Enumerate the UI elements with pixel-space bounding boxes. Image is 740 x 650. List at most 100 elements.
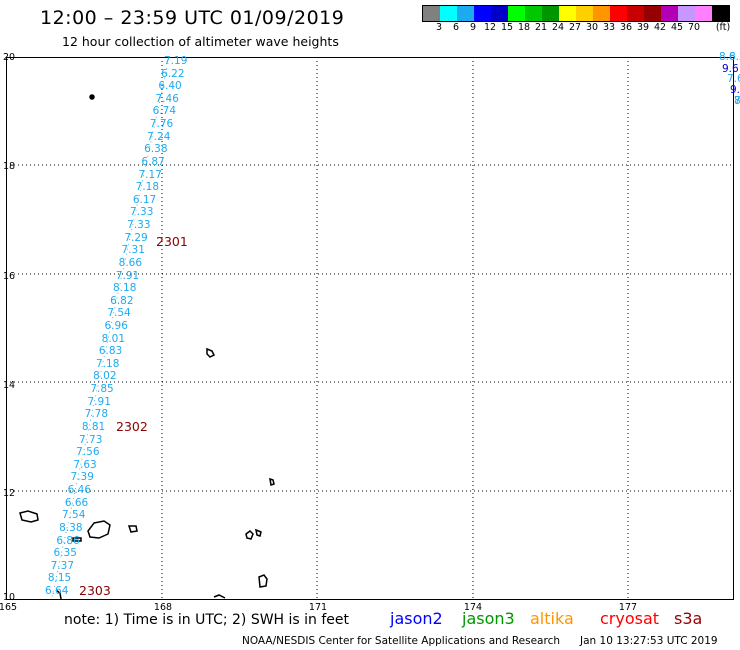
island-kwajalein xyxy=(213,594,226,599)
longitude-label: 165 xyxy=(0,602,18,613)
swh-value: 7.54 xyxy=(107,307,131,320)
pass-label-2302: 2302 xyxy=(116,419,148,434)
swh-value: 7.54 xyxy=(62,509,86,522)
swh-value-edge: 9.6 xyxy=(722,63,739,75)
mission-jason3: jason3 xyxy=(462,609,515,628)
swh-value: 6.96 xyxy=(104,320,128,332)
legend-label: 24 xyxy=(551,22,565,33)
island-bokak xyxy=(89,94,95,100)
legend-label: 70 xyxy=(687,22,701,33)
island-utirik xyxy=(269,477,275,486)
island-ailinginae xyxy=(72,537,82,542)
legend-swatch xyxy=(661,6,678,21)
latitude-label: 20 xyxy=(3,52,16,63)
legend-label: 45 xyxy=(670,22,684,33)
longitude-label: 168 xyxy=(153,602,173,613)
legend-swatch xyxy=(542,6,559,21)
mission-s3a: s3a xyxy=(674,609,703,628)
wave-height-map xyxy=(6,57,734,600)
legend-swatch xyxy=(491,6,508,21)
swh-value-edge: 8.2 xyxy=(729,51,740,63)
legend-label: 18 xyxy=(517,22,531,33)
swh-value: 6.64 xyxy=(45,585,69,597)
island-ailuk xyxy=(245,530,254,540)
swh-value-edge: 7.6 xyxy=(727,73,740,85)
swh-value: 6.17 xyxy=(132,193,157,206)
swh-value: 6.82 xyxy=(110,294,134,307)
pass-label-2301: 2301 xyxy=(156,234,188,249)
longitude-label: 174 xyxy=(463,602,483,613)
swh-value: 6.22 xyxy=(161,67,185,80)
pass-label-2303: 2303 xyxy=(79,583,111,598)
swh-value-edge: 8.6 xyxy=(719,51,736,63)
swh-value: 6.40 xyxy=(158,80,182,93)
legend-swatch xyxy=(593,6,610,21)
legend-swatch xyxy=(695,6,712,21)
swh-value: 7.18 xyxy=(96,357,120,370)
satellite-ground-track xyxy=(51,62,169,598)
map-frame xyxy=(6,57,734,600)
legend-swatch xyxy=(576,6,593,21)
legend-swatch xyxy=(559,6,576,21)
legend-label: 33 xyxy=(602,22,616,33)
legend-label: 12 xyxy=(483,22,497,33)
swh-value: 8.01 xyxy=(101,332,126,345)
island-maloelap xyxy=(258,574,268,588)
page-title: 12:00 – 23:59 UTC 01/09/2019 xyxy=(40,7,345,29)
swh-value: 7.18 xyxy=(135,181,160,194)
longitude-label: 177 xyxy=(618,602,638,613)
swh-value: 7.39 xyxy=(70,471,94,484)
swh-value: 7.91 xyxy=(87,395,111,408)
legend-label: 3 xyxy=(435,22,443,33)
swh-value: 7.29 xyxy=(124,231,148,244)
legend-swatch xyxy=(508,6,525,21)
swh-value-edge: 7.8 xyxy=(734,95,740,107)
latitude-label: 18 xyxy=(3,161,16,172)
swh-value: 7.24 xyxy=(147,130,171,143)
swh-value: 6.35 xyxy=(53,547,77,560)
swh-value: 6.66 xyxy=(64,496,89,509)
swh-value: 8.81 xyxy=(81,420,106,433)
legend-label: 36 xyxy=(619,22,633,33)
swh-value: 7.63 xyxy=(73,458,97,471)
longitude-label: 171 xyxy=(308,602,328,613)
mission-cryosat: cryosat xyxy=(600,609,660,628)
legend-label: 39 xyxy=(636,22,650,33)
legend-unit: (ft) xyxy=(715,22,731,33)
legend-label: 27 xyxy=(568,22,582,33)
legend-swatch xyxy=(610,6,627,21)
latitude-label: 12 xyxy=(3,488,16,499)
legend-swatch xyxy=(525,6,542,21)
latitude-label: 10 xyxy=(3,592,16,603)
legend-label: 6 xyxy=(452,22,460,33)
legend-swatch xyxy=(627,6,644,21)
swh-value: 7.46 xyxy=(155,92,179,105)
legend-label: 42 xyxy=(653,22,667,33)
swh-value: 7.56 xyxy=(76,446,100,459)
legend-swatch xyxy=(678,6,695,21)
swh-value: 6.74 xyxy=(152,105,177,118)
map-gridlines xyxy=(6,57,734,600)
legend-swatch xyxy=(712,6,729,21)
legend-swatch xyxy=(423,6,440,21)
generated-timestamp: Jan 10 13:27:53 UTC 2019 xyxy=(580,635,718,647)
swh-value: 7.91 xyxy=(115,269,140,282)
swh-value: 8.66 xyxy=(118,256,143,269)
legend-swatch xyxy=(440,6,457,21)
page-subtitle: 12 hour collection of altimeter wave hei… xyxy=(62,34,339,49)
legend-swatch xyxy=(457,6,474,21)
swh-value: 6.46 xyxy=(67,484,92,497)
island-rongelap xyxy=(127,525,138,533)
swh-value: 8.18 xyxy=(113,282,137,295)
islands xyxy=(19,94,275,600)
footer-note: note: 1) Time is in UTC; 2) SWH is in fe… xyxy=(64,612,350,628)
swh-value: 6.83 xyxy=(98,345,123,358)
swh-value: 7.73 xyxy=(79,433,103,446)
swh-value: 6.38 xyxy=(144,143,168,156)
legend-label: 21 xyxy=(534,22,548,33)
latitude-label: 16 xyxy=(3,271,16,282)
swh-value: 7.33 xyxy=(127,219,151,232)
swh-value: 7.33 xyxy=(130,206,154,219)
mission-altika: altika xyxy=(530,609,574,628)
